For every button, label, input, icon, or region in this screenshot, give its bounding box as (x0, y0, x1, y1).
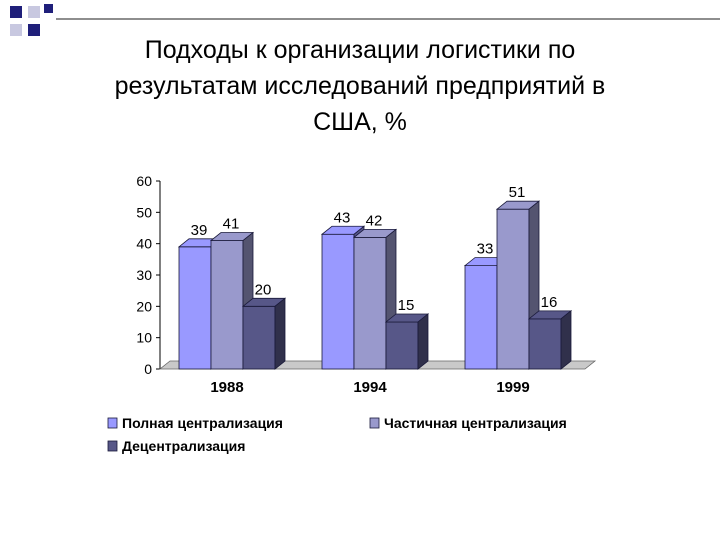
deco-square (28, 6, 40, 18)
legend-swatch (107, 440, 118, 452)
x-category-label: 1994 (353, 379, 387, 396)
bar-1988-s3 (242, 305, 276, 370)
slide-corner-decoration (10, 4, 53, 36)
deco-square (10, 6, 22, 18)
data-label: 41 (223, 216, 240, 233)
bar-1988-s1 (178, 246, 212, 370)
data-label: 20 (255, 281, 272, 298)
deco-square (44, 4, 53, 13)
legend-label: Частичная централизация (384, 415, 567, 431)
y-tick-label: 40 (136, 236, 152, 252)
legend-swatch (107, 417, 118, 429)
data-label: 39 (191, 222, 208, 239)
x-category-label: 1999 (496, 379, 529, 396)
bar-1999-s2 (496, 208, 530, 370)
data-label: 51 (509, 184, 526, 201)
bar-1999-s1 (464, 265, 498, 370)
bar-side-1999-s3 (560, 310, 572, 370)
y-tick-label: 0 (144, 361, 152, 377)
legend-swatch (369, 417, 380, 429)
title-line-1: Подходы к организации логистики по (144, 36, 576, 64)
title-line-2: результатам исследований предприятий в (114, 72, 606, 100)
y-tick-label: 10 (136, 330, 152, 346)
bar-1994-s1 (321, 233, 355, 370)
legend-label: Полная централизация (122, 415, 283, 431)
y-tick-label: 50 (136, 204, 152, 220)
bar-side-1994-s3 (417, 313, 429, 370)
bar-1994-s3 (385, 321, 419, 370)
bar-1988-s2 (210, 240, 244, 370)
data-label: 33 (477, 241, 494, 258)
title-rule (56, 18, 720, 20)
data-label: 43 (334, 209, 351, 226)
legend-label: Децентрализация (122, 438, 245, 454)
y-tick-label: 30 (136, 267, 152, 283)
title-line-3: США, % (313, 108, 407, 136)
deco-square (10, 24, 22, 36)
y-tick-label: 20 (136, 298, 152, 314)
y-tick-label: 60 (136, 173, 152, 189)
data-label: 15 (398, 297, 415, 314)
bar-1999-s3 (528, 318, 562, 370)
data-label: 16 (541, 294, 558, 311)
deco-square (28, 24, 40, 36)
data-label: 42 (366, 212, 383, 229)
x-category-label: 1988 (210, 379, 243, 396)
bar-side-1988-s3 (274, 297, 286, 370)
bar-1994-s2 (353, 236, 387, 370)
slide-title: Подходы к организации логистики по резул… (40, 32, 680, 140)
